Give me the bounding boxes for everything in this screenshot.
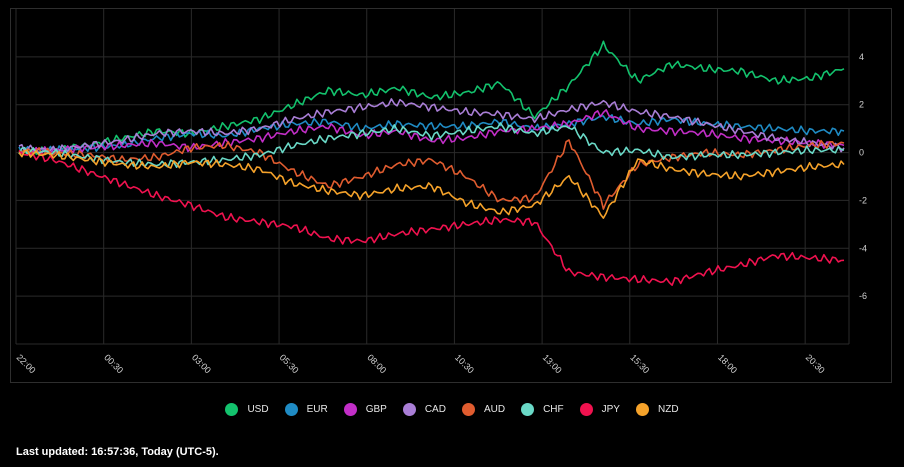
legend-item-cad[interactable]: CAD [402,403,446,416]
legend-label: GBP [365,404,387,415]
x-tick-label: 22:00 [15,352,38,375]
x-tick-label: 13:00 [541,352,564,375]
legend-item-gbp[interactable]: GBP [343,403,387,416]
y-tick-label: 0 [859,148,864,158]
legend-label: USD [247,404,269,415]
chart-frame: 22:00 00:30 03:00 05:30 08:00 10:30 13:00 15:30… [10,8,892,383]
series-line-chf [18,122,845,168]
legend-dot [402,403,416,416]
legend-dot [284,403,298,416]
series-line-cad [18,98,845,153]
line-chart: 22:00 00:30 03:00 05:30 08:00 10:30 13:00 15:30… [15,9,867,375]
x-tick-label: 08:00 [365,352,388,375]
series-line-aud [18,139,845,210]
legend-dot [343,403,357,416]
legend-dot [579,403,593,416]
series-line-gbp [18,109,845,156]
y-tick-label: -2 [859,195,867,205]
last-updated-text: Last updated: 16:57:36, Today (UTC-5). [16,446,219,458]
legend-label: NZD [657,404,679,415]
legend-item-usd[interactable]: USD [225,403,269,416]
y-tick-label: -6 [859,291,867,301]
series-line-nzd [18,149,845,219]
y-tick-label: 2 [859,100,864,110]
legend-item-chf[interactable]: CHF [521,403,564,416]
legend-dot [461,403,475,416]
x-tick-label: 10:30 [453,352,476,375]
x-tick-label: 00:30 [102,352,125,375]
legend-dot [225,403,239,416]
series-line-jpy [18,150,845,286]
x-tick-label: 05:30 [278,352,301,375]
legend-dot [521,403,535,416]
legend-item-aud[interactable]: AUD [461,403,506,416]
x-tick-label: 18:00 [716,352,739,375]
legend-item-jpy[interactable]: JPY [579,403,620,416]
legend-item-eur[interactable]: EUR [284,403,328,416]
legend-label: AUD [483,404,506,415]
legend-label: JPY [601,404,620,415]
x-tick-label: 03:00 [190,352,213,375]
legend-dot [635,403,649,416]
x-tick-label: 15:30 [628,352,651,375]
legend: USD EUR GBP CAD AUD CHF JPY NZD [0,403,904,416]
y-tick-label: -4 [859,243,867,253]
series-line-usd [18,40,845,156]
x-tick-label: 20:30 [804,352,827,375]
legend-label: CHF [543,404,564,415]
legend-item-nzd[interactable]: NZD [635,403,679,416]
y-tick-label: 4 [859,52,864,62]
legend-label: EUR [306,404,328,415]
legend-label: CAD [424,404,446,415]
